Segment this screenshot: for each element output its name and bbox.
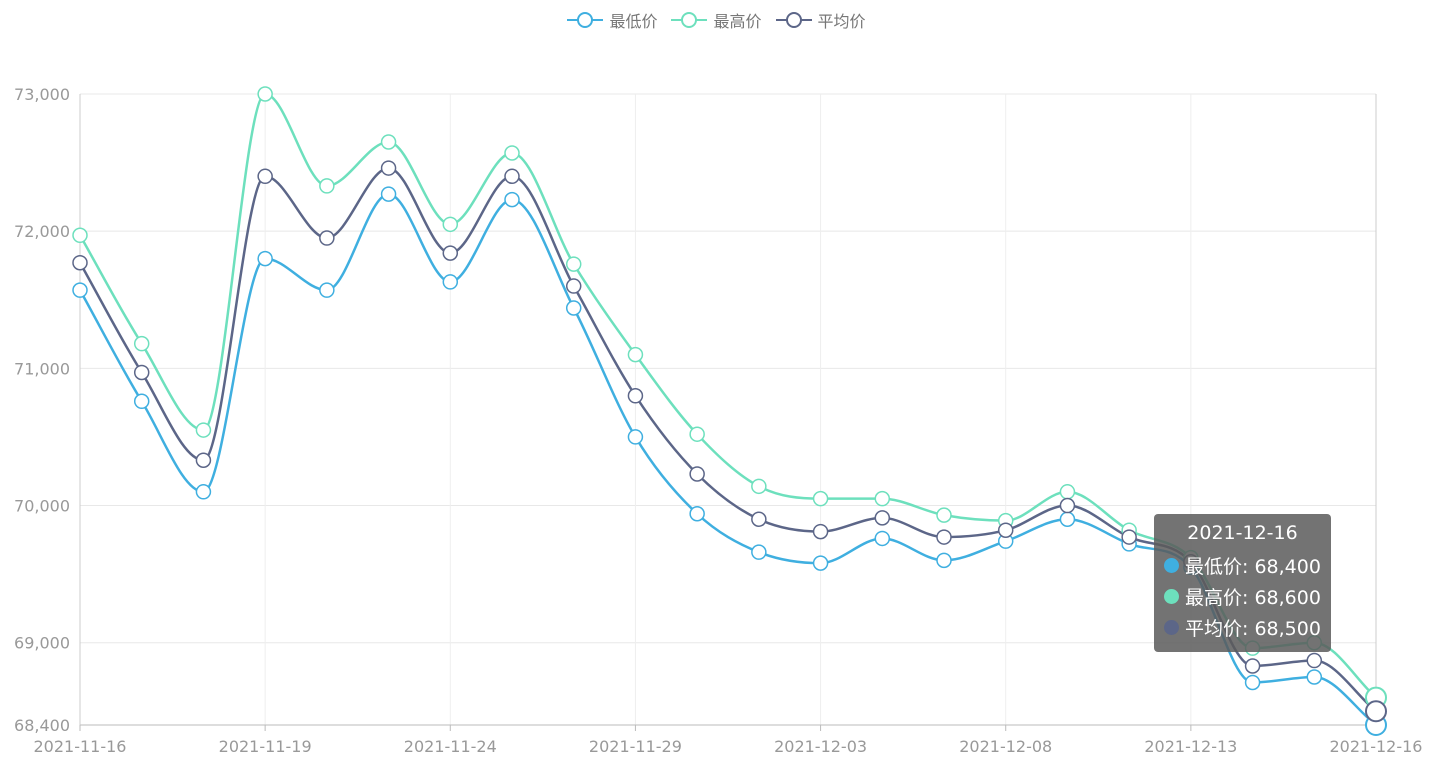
data-point-max bbox=[133, 335, 150, 352]
data-point-avg bbox=[812, 523, 829, 540]
tooltip-row-min: 最低价: 68,400 bbox=[1164, 550, 1321, 581]
series-line-avg bbox=[78, 166, 1377, 713]
data-point-min bbox=[442, 274, 459, 290]
data-point-avg bbox=[627, 388, 644, 404]
y-tick-label: 68,400 bbox=[14, 716, 70, 735]
tooltip-dot-avg bbox=[1164, 620, 1179, 635]
data-point-avg bbox=[565, 278, 582, 294]
legend-item-max[interactable]: 最高价 bbox=[671, 8, 762, 32]
data-point-max bbox=[689, 426, 705, 442]
data-point-max bbox=[504, 145, 520, 161]
data-point-max bbox=[627, 346, 644, 363]
data-point-max bbox=[72, 227, 88, 244]
legend-swatch-max bbox=[671, 12, 708, 28]
tooltip-row-max: 最高价: 68,600 bbox=[1164, 581, 1321, 612]
data-point-min bbox=[1244, 674, 1261, 691]
data-point-min bbox=[874, 530, 891, 547]
y-tick-label: 71,000 bbox=[14, 359, 70, 378]
legend-label-max: 最高价 bbox=[713, 12, 762, 31]
data-point-avg bbox=[442, 245, 459, 261]
legend-label-min: 最低价 bbox=[609, 12, 658, 31]
x-tick-label: 2021-12-16 bbox=[1330, 737, 1423, 756]
data-point-avg bbox=[997, 522, 1014, 538]
data-point-min bbox=[689, 506, 705, 522]
tooltip-label-min: 最低价: 68,400 bbox=[1185, 556, 1321, 578]
x-tick-label: 2021-12-13 bbox=[1144, 737, 1237, 756]
legend-label-avg: 平均价 bbox=[817, 12, 866, 31]
data-point-max bbox=[812, 490, 829, 507]
y-tick-label: 73,000 bbox=[14, 85, 70, 104]
x-tick-label: 2021-12-08 bbox=[959, 737, 1052, 756]
data-point-avg bbox=[504, 168, 520, 185]
x-tick-label: 2021-11-16 bbox=[34, 737, 127, 756]
data-point-avg bbox=[72, 254, 88, 271]
series-line-max bbox=[78, 92, 1377, 699]
data-point-max bbox=[442, 216, 459, 233]
y-tick-label: 72,000 bbox=[14, 222, 70, 241]
data-point-max bbox=[257, 86, 273, 102]
x-tick-label: 2021-11-24 bbox=[404, 737, 497, 756]
data-point-min bbox=[565, 300, 582, 316]
data-point-avg bbox=[380, 160, 397, 176]
data-point-avg bbox=[1121, 529, 1137, 545]
data-point-max bbox=[1059, 484, 1076, 500]
legend-swatch-min bbox=[567, 12, 604, 28]
data-point-avg bbox=[257, 168, 273, 185]
data-point-min bbox=[1306, 669, 1323, 685]
data-point-max bbox=[565, 256, 582, 272]
data-point-avg bbox=[195, 452, 212, 469]
data-point-avg bbox=[1244, 658, 1261, 674]
tooltip-dot-min bbox=[1164, 558, 1179, 573]
data-point-min bbox=[319, 282, 335, 298]
data-point-avg bbox=[133, 364, 150, 381]
data-point-max bbox=[874, 490, 891, 507]
data-point-min bbox=[627, 429, 644, 445]
data-point-max bbox=[751, 478, 767, 495]
legend-item-min[interactable]: 最低价 bbox=[567, 8, 657, 32]
data-point-avg bbox=[936, 529, 952, 545]
data-point-avg bbox=[874, 510, 891, 526]
data-point-max bbox=[936, 507, 952, 523]
data-point-avg bbox=[319, 230, 335, 246]
tooltip-title: 2021-12-16 bbox=[1187, 522, 1298, 544]
tooltip-dot-max bbox=[1164, 589, 1179, 604]
x-tick-label: 2021-12-03 bbox=[774, 737, 867, 756]
data-point-min bbox=[380, 186, 397, 202]
data-point-min bbox=[936, 552, 952, 569]
data-point-min bbox=[1059, 511, 1076, 527]
data-point-avg bbox=[1059, 497, 1076, 514]
data-point-max bbox=[195, 422, 212, 438]
chart-tooltip: 2021-12-16 最低价: 68,400 最高价: 68,600 平均价: … bbox=[1154, 514, 1331, 652]
tooltip-row-avg: 平均价: 68,500 bbox=[1164, 612, 1321, 643]
chart-legend: 最低价 最高价 平均价 bbox=[0, 8, 1433, 32]
tooltip-label-avg: 平均价: 68,500 bbox=[1185, 618, 1321, 640]
legend-swatch-avg bbox=[775, 12, 812, 28]
legend-item-avg[interactable]: 平均价 bbox=[775, 8, 866, 32]
x-tick-label: 2021-11-29 bbox=[589, 737, 682, 756]
data-point-avg bbox=[689, 466, 705, 482]
data-point-avg bbox=[751, 511, 767, 527]
data-point-min bbox=[257, 250, 273, 267]
data-point-max bbox=[319, 178, 335, 194]
data-point-min bbox=[504, 191, 520, 208]
data-point-avg bbox=[1365, 700, 1387, 723]
data-point-avg bbox=[1306, 652, 1323, 669]
tooltip-label-max: 最高价: 68,600 bbox=[1185, 587, 1321, 609]
data-point-min bbox=[812, 555, 829, 571]
data-point-max bbox=[380, 134, 397, 150]
data-point-min bbox=[751, 544, 767, 560]
x-tick-label: 2021-11-19 bbox=[219, 737, 312, 756]
y-tick-label: 69,000 bbox=[14, 634, 70, 653]
data-point-min bbox=[133, 393, 150, 410]
data-point-min bbox=[72, 282, 88, 298]
y-tick-label: 70,000 bbox=[14, 497, 70, 516]
data-point-min bbox=[195, 484, 212, 500]
